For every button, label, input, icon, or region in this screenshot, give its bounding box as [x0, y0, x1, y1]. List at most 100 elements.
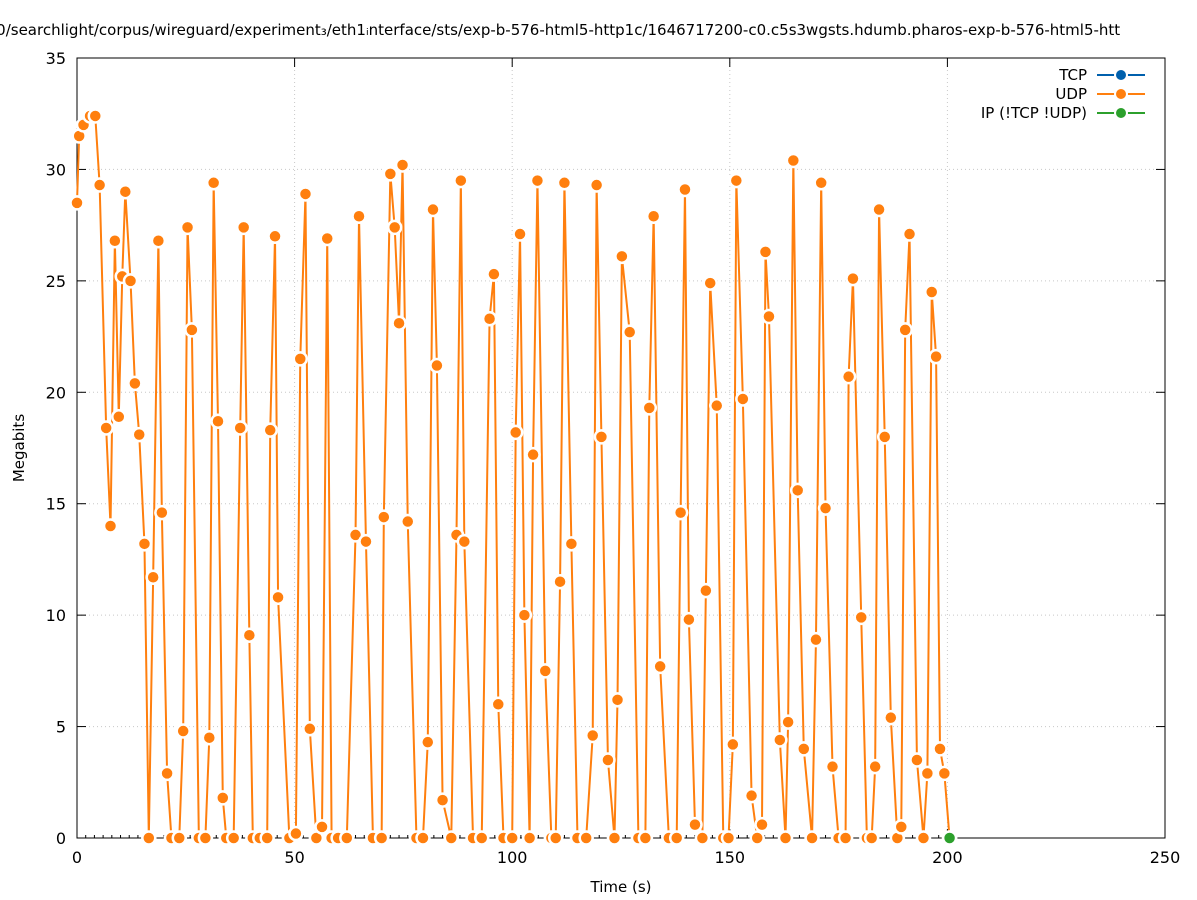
x-tick-label: 150 [715, 848, 746, 867]
x-axis-label: Time (s) [590, 878, 652, 896]
data-point [725, 736, 741, 753]
legend-swatch-marker [1114, 87, 1128, 101]
data-point [98, 420, 114, 436]
y-tick-label: 0 [56, 829, 66, 848]
data-point [772, 732, 788, 748]
data-point [789, 482, 806, 499]
data-point [102, 518, 119, 534]
data-point [516, 607, 533, 623]
data-point [609, 692, 626, 708]
data-point [262, 422, 278, 438]
data-point [698, 582, 714, 599]
data-point [932, 741, 948, 757]
data-point [136, 536, 153, 552]
data-point [867, 758, 883, 775]
data-point [645, 208, 662, 224]
data-point [621, 324, 638, 340]
data-point [893, 819, 910, 835]
data-point [443, 830, 460, 846]
data-point [175, 723, 191, 739]
y-tick-label: 5 [56, 718, 66, 737]
data-point [420, 734, 436, 750]
data-point [915, 830, 932, 846]
x-tick-label: 250 [1150, 848, 1181, 867]
data-point [504, 830, 520, 846]
data-point [425, 201, 441, 218]
y-tick-label: 10 [46, 606, 66, 625]
x-tick-label: 200 [932, 848, 963, 867]
legend-label: TCP [1058, 66, 1087, 84]
data-point [171, 830, 188, 846]
y-tick-label: 35 [46, 49, 66, 68]
data-point [547, 830, 564, 846]
data-point [319, 230, 335, 247]
data-point [593, 429, 610, 445]
data-point [796, 741, 812, 757]
y-tick-label: 30 [46, 160, 66, 179]
x-tick-label: 0 [72, 848, 82, 867]
data-point [728, 172, 745, 189]
data-point [702, 275, 718, 291]
data-point [453, 172, 469, 189]
data-point [292, 351, 309, 367]
data-point [837, 830, 854, 846]
data-point [883, 709, 899, 726]
data-point [677, 181, 693, 198]
data-point [761, 308, 777, 325]
data-point [584, 727, 601, 744]
data-point [145, 569, 161, 586]
data-point [117, 183, 134, 200]
data-point [785, 152, 802, 169]
data-point [111, 409, 127, 425]
data-point [588, 177, 605, 193]
data-point [512, 226, 528, 242]
data-point [351, 208, 367, 224]
data-point [225, 830, 242, 846]
data-point [936, 765, 953, 782]
data-point [578, 830, 594, 846]
data-point [552, 573, 568, 590]
data-point [400, 513, 416, 530]
axis-ticks: 0 50 100 150 200 250 0 5 10 15 20 25 30 35 [46, 49, 1181, 867]
data-point [434, 792, 451, 808]
data-point [563, 536, 580, 552]
data-point [131, 426, 147, 443]
data-point [876, 429, 893, 445]
data-point [537, 663, 554, 679]
data-point [909, 752, 925, 768]
data-point [288, 825, 304, 842]
data-point [813, 175, 829, 191]
data-point [205, 175, 222, 191]
data-point [473, 830, 490, 846]
data-point [373, 830, 390, 846]
data-point [382, 166, 399, 182]
data-point [87, 108, 104, 124]
data-point [863, 830, 880, 846]
data-point [754, 816, 770, 833]
data-point [720, 830, 737, 846]
data-point [687, 816, 703, 833]
data-point [232, 420, 248, 436]
data-point [845, 270, 861, 287]
data-point [215, 790, 231, 806]
data-point [708, 397, 725, 414]
series-layer [69, 108, 958, 846]
data-point [270, 589, 286, 606]
y-tick-label: 20 [46, 383, 66, 402]
data-point [358, 533, 374, 550]
data-point [923, 284, 940, 300]
data-point [743, 787, 760, 804]
legend-label: UDP [1055, 85, 1087, 103]
data-point [928, 348, 944, 365]
data-point [871, 201, 887, 218]
legend-swatch-marker [1114, 106, 1128, 120]
data-point [347, 527, 364, 543]
data-point [672, 504, 689, 521]
chart-title: r0/searchlight/corpus/wireguard/experime… [0, 21, 1120, 39]
data-point [901, 226, 918, 242]
data-point [107, 232, 123, 249]
data-point [235, 219, 252, 236]
data-point [529, 172, 546, 189]
data-point [127, 375, 143, 392]
